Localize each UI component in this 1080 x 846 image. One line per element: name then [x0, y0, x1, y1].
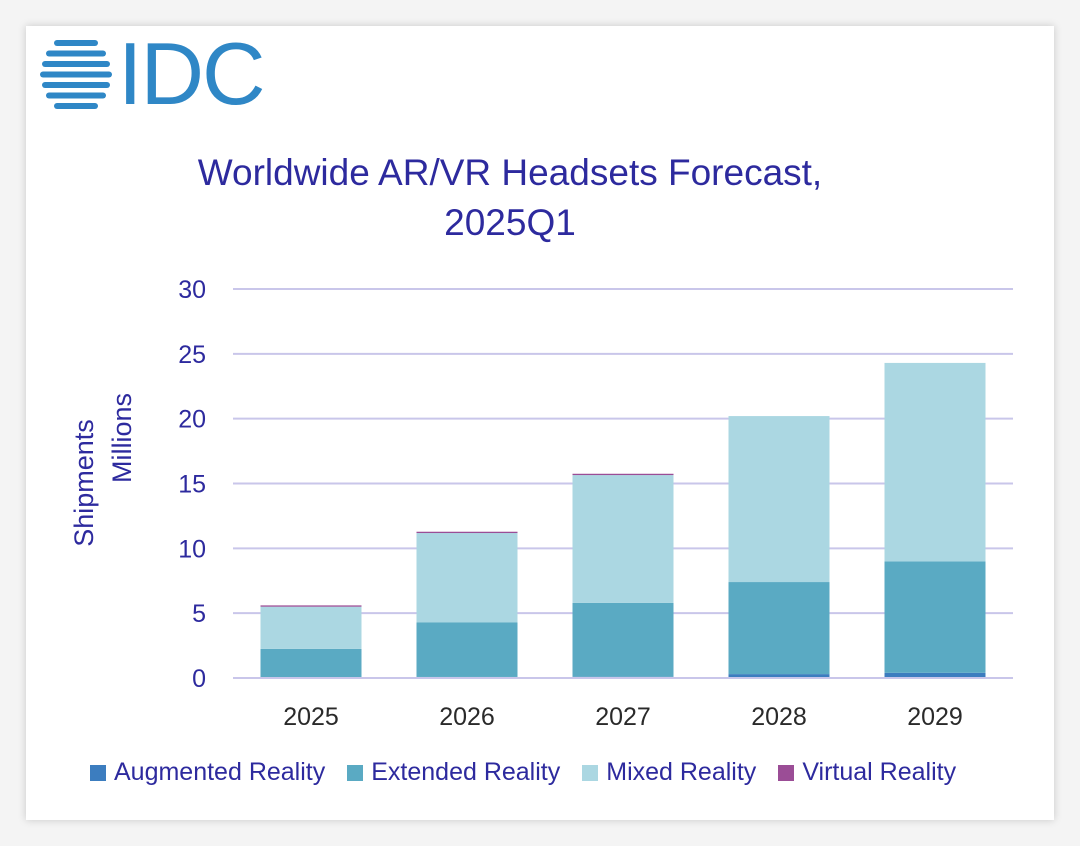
- idc-logo: IDC: [40, 30, 270, 118]
- y-tick-label: 30: [178, 276, 206, 304]
- legend-item: Mixed Reality: [582, 758, 756, 787]
- y-tick-label: 20: [178, 406, 206, 434]
- y-tick-label: 10: [178, 535, 206, 563]
- x-tick-label: 2026: [439, 703, 495, 731]
- legend-label: Mixed Reality: [606, 758, 757, 786]
- legend-swatch: [582, 764, 599, 781]
- chart-title: Worldwide AR/VR Headsets Forecast, 2025Q…: [120, 148, 900, 248]
- logo-stripe: [42, 82, 110, 88]
- logo-stripe: [54, 103, 98, 109]
- bar-segment: [416, 533, 518, 623]
- x-tick-label: 2027: [595, 703, 651, 731]
- bar-segment: [572, 473, 674, 476]
- bar-segment: [572, 475, 674, 603]
- legend-item: Extended Reality: [347, 758, 560, 787]
- chart-title-line1: Worldwide AR/VR Headsets Forecast,: [197, 152, 823, 193]
- bar-segment: [416, 531, 518, 534]
- y-tick-label: 25: [178, 341, 206, 369]
- y-tick-label: 0: [192, 665, 206, 693]
- bar-segment: [260, 648, 362, 678]
- bar-segment: [884, 362, 986, 562]
- legend-label: Extended Reality: [371, 758, 561, 786]
- chart-legend: Augmented Reality Extended Reality Mixed R…: [90, 758, 956, 787]
- legend-swatch: [778, 764, 795, 781]
- legend-label: Augmented Reality: [114, 758, 326, 786]
- legend-swatch: [90, 764, 106, 781]
- x-tick-label: 2029: [907, 703, 963, 731]
- y-tick-label: 5: [192, 600, 206, 628]
- logo-stripe: [46, 50, 106, 57]
- bar-segment: [260, 606, 362, 649]
- x-tick-label: 2028: [751, 703, 807, 731]
- legend-swatch: [347, 764, 364, 781]
- bar-segment: [728, 674, 830, 678]
- idc-logo-stripes-icon: [40, 40, 112, 109]
- bar-segment: [728, 582, 830, 675]
- bar-segment: [260, 605, 362, 607]
- bar-segment: [884, 672, 986, 678]
- chart-card: [26, 26, 1054, 820]
- legend-label: Virtual Reality: [802, 758, 957, 786]
- bar-segment: [572, 602, 674, 677]
- logo-stripe: [42, 61, 110, 67]
- y-tick-label: 15: [178, 471, 206, 499]
- bar-segment: [728, 416, 830, 583]
- y-axis-label: Shipments: [69, 419, 99, 547]
- chart-title-line2: 2025Q1: [444, 202, 576, 243]
- logo-text: IDC: [118, 24, 266, 123]
- logo-stripe: [46, 92, 106, 99]
- legend-item: Augmented Reality: [90, 758, 325, 787]
- bar-segment: [884, 561, 986, 673]
- bar-segment: [416, 622, 518, 677]
- logo-stripe: [40, 71, 112, 78]
- y-axis-label-units: Millions: [107, 393, 137, 483]
- x-tick-label: 2025: [283, 703, 339, 731]
- logo-stripe: [54, 40, 98, 46]
- legend-item: Virtual Reality: [778, 758, 956, 787]
